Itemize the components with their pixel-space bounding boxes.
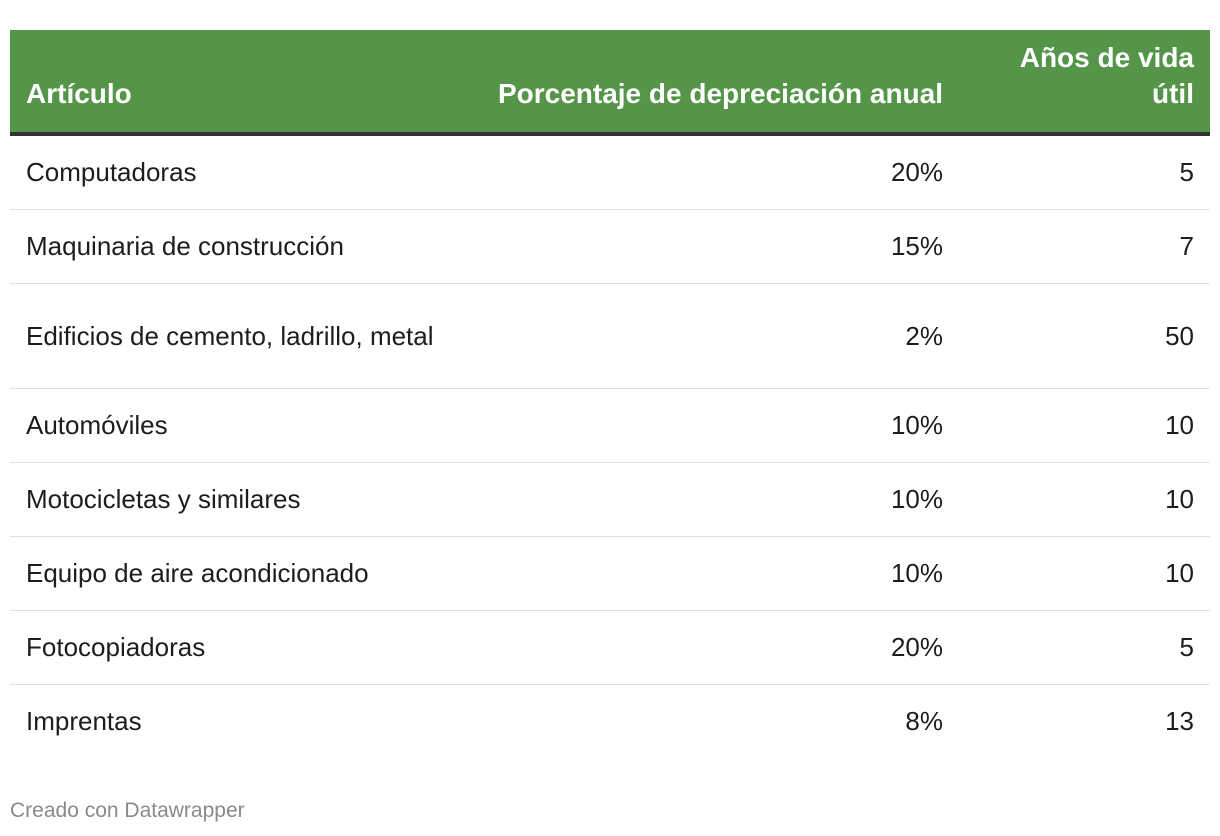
cell-years: 7 <box>957 209 1210 284</box>
cell-percentage: 10% <box>472 388 957 463</box>
cell-item: Imprentas <box>26 706 142 736</box>
cell-item: Automóviles <box>10 388 472 463</box>
table-body: Computadoras 20% 5 Maquinaria de constru… <box>10 134 1210 758</box>
cell-item: Computadoras <box>10 134 472 210</box>
cell-years: 50 <box>957 283 1210 389</box>
table-row: Edificios de cemento, ladrillo, metal 2%… <box>10 283 1210 389</box>
datawrapper-credit: Creado con Datawrapper <box>10 799 245 822</box>
header-percentage: Porcentaje de depreciación anual <box>472 30 957 136</box>
header-years: Años de vida útil <box>957 30 1210 136</box>
cell-percentage: 20% <box>472 134 957 210</box>
cell-item: Edificios de cemento, ladrillo, metal <box>10 283 472 389</box>
cell-years: 5 <box>957 134 1210 210</box>
cell-years: 10 <box>957 462 1210 537</box>
cell-years: 13 <box>1165 706 1194 736</box>
table-row: Fotocopiadoras 20% 5 <box>10 610 1210 685</box>
cell-percentage: 20% <box>472 610 957 685</box>
cell-years: 10 <box>957 388 1210 463</box>
cell-percentage: 10% <box>472 462 957 537</box>
cell-percentage: 15% <box>472 209 957 284</box>
cell-percentage: 2% <box>472 283 957 389</box>
table-header: Artículo Porcentaje de depreciación anua… <box>10 30 1210 136</box>
depreciation-table-container: Artículo Porcentaje de depreciación anua… <box>10 30 1210 758</box>
cell-years: 5 <box>957 610 1210 685</box>
cell-item: Fotocopiadoras <box>10 610 472 685</box>
table-row: Imprentas 8% 13 <box>10 685 1210 759</box>
cell-item: Equipo de aire acondicionado <box>10 536 472 611</box>
table-row: Equipo de aire acondicionado 10% 10 <box>10 536 1210 611</box>
cell-item: Maquinaria de construcción <box>10 209 472 284</box>
table-row: Automóviles 10% 10 <box>10 388 1210 463</box>
header-row: Artículo Porcentaje de depreciación anua… <box>10 30 1210 136</box>
cell-percentage: 10% <box>472 536 957 611</box>
table-row: Computadoras 20% 5 <box>10 134 1210 210</box>
table-row: Motocicletas y similares 10% 10 <box>10 462 1210 537</box>
cell-years: 10 <box>957 536 1210 611</box>
header-item: Artículo <box>10 30 472 136</box>
cell-item: Motocicletas y similares <box>10 462 472 537</box>
cell-percentage: 8% <box>905 706 943 736</box>
table-row: Maquinaria de construcción 15% 7 <box>10 209 1210 284</box>
depreciation-table: Artículo Porcentaje de depreciación anua… <box>10 30 1210 758</box>
